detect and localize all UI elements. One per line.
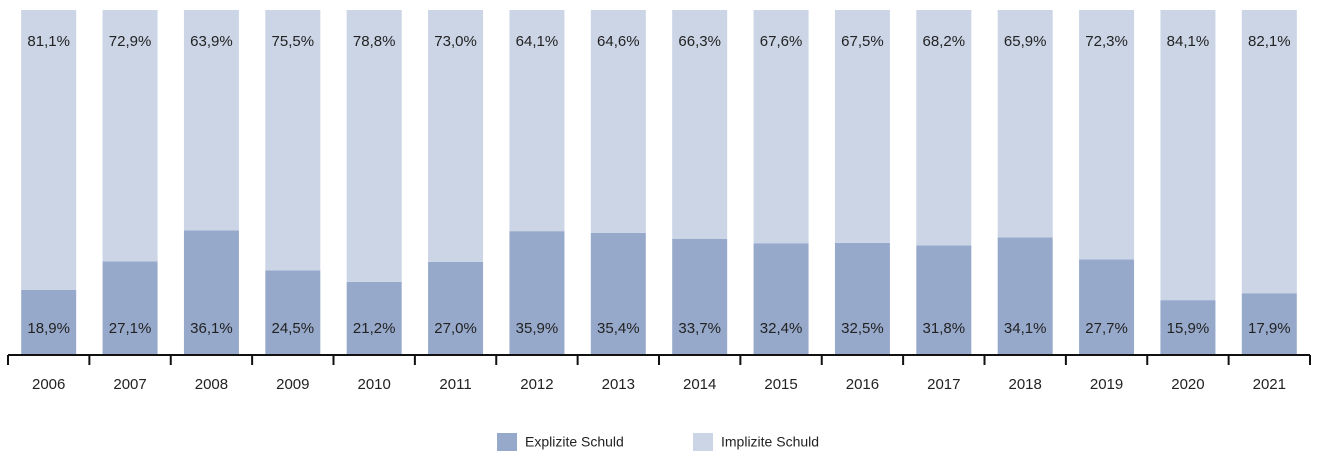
bar-segment <box>183 10 239 231</box>
x-tick-label: 2014 <box>683 376 716 393</box>
bar-segment <box>428 10 484 262</box>
value-label: 84,1% <box>1167 33 1210 50</box>
bar-segment <box>1079 10 1135 260</box>
bar-segment <box>590 10 646 233</box>
value-label: 66,3% <box>678 33 721 50</box>
value-label: 17,9% <box>1248 320 1291 337</box>
value-label: 64,1% <box>516 33 559 50</box>
bar-segment <box>916 10 972 246</box>
x-tick-label: 2019 <box>1090 376 1123 393</box>
value-label: 64,6% <box>597 33 640 50</box>
bar-segment <box>1079 259 1135 355</box>
bar-segment <box>428 261 484 355</box>
bar-segment <box>102 10 158 262</box>
value-label: 82,1% <box>1248 33 1291 50</box>
value-label: 65,9% <box>1004 33 1047 50</box>
value-label: 24,5% <box>272 320 315 337</box>
value-label: 78,8% <box>353 33 396 50</box>
value-label: 73,0% <box>434 33 477 50</box>
value-label: 67,5% <box>841 33 884 50</box>
bar-segment <box>346 10 402 282</box>
legend-label: Explizite Schuld <box>525 434 624 450</box>
x-tick-label: 2012 <box>520 376 553 393</box>
bar-segment <box>997 10 1053 238</box>
x-tick-label: 2018 <box>1009 376 1042 393</box>
x-tick-label: 2016 <box>846 376 879 393</box>
bar-segment <box>346 281 402 355</box>
value-label: 75,5% <box>272 33 315 50</box>
bar-segment <box>1241 293 1297 355</box>
value-label: 35,9% <box>516 320 559 337</box>
bar-segment <box>183 230 239 355</box>
value-label: 33,7% <box>678 320 721 337</box>
value-label: 21,2% <box>353 320 396 337</box>
value-label: 68,2% <box>923 33 966 50</box>
x-tick-label: 2015 <box>764 376 797 393</box>
legend-swatch <box>497 433 517 451</box>
bar-segment <box>509 231 565 355</box>
value-label: 32,4% <box>760 320 803 337</box>
value-label: 27,0% <box>434 320 477 337</box>
x-tick-label: 2007 <box>113 376 146 393</box>
value-label: 72,3% <box>1085 33 1128 50</box>
bar-segment <box>916 245 972 355</box>
bar-segment <box>265 10 321 271</box>
value-label: 27,7% <box>1085 320 1128 337</box>
legend-label: Implizite Schuld <box>721 434 819 450</box>
value-label: 27,1% <box>109 320 152 337</box>
bar-segment <box>265 270 321 355</box>
bar-segment <box>672 238 728 355</box>
bar-segment <box>1241 10 1297 294</box>
value-label: 63,9% <box>190 33 233 50</box>
value-label: 81,1% <box>27 33 70 50</box>
x-tick-label: 2010 <box>358 376 391 393</box>
bar-segment <box>834 10 890 243</box>
bar-segment <box>1160 300 1216 355</box>
value-label: 18,9% <box>27 320 70 337</box>
value-label: 67,6% <box>760 33 803 50</box>
x-tick-label: 2017 <box>927 376 960 393</box>
bar-segment <box>102 261 158 355</box>
value-label: 35,4% <box>597 320 640 337</box>
value-label: 34,1% <box>1004 320 1047 337</box>
bar-segment <box>672 10 728 239</box>
x-tick-label: 2013 <box>602 376 635 393</box>
bar-segment <box>1160 10 1216 301</box>
value-label: 36,1% <box>190 320 233 337</box>
bar-segment <box>753 243 809 355</box>
x-tick-label: 2008 <box>195 376 228 393</box>
bar-segment <box>21 10 77 290</box>
legend-swatch <box>693 433 713 451</box>
x-tick-label: 2009 <box>276 376 309 393</box>
bar-segment <box>590 232 646 355</box>
x-tick-label: 2020 <box>1171 376 1204 393</box>
x-tick-label: 2011 <box>439 376 471 393</box>
bar-segment <box>21 289 77 355</box>
x-tick-label: 2006 <box>32 376 65 393</box>
value-label: 15,9% <box>1167 320 1210 337</box>
value-label: 32,5% <box>841 320 884 337</box>
bar-segment <box>834 242 890 355</box>
bar-segment <box>753 10 809 244</box>
x-tick-label: 2021 <box>1253 376 1286 393</box>
value-label: 72,9% <box>109 33 152 50</box>
bar-segment <box>997 237 1053 355</box>
value-label: 31,8% <box>923 320 966 337</box>
bar-segment <box>509 10 565 232</box>
